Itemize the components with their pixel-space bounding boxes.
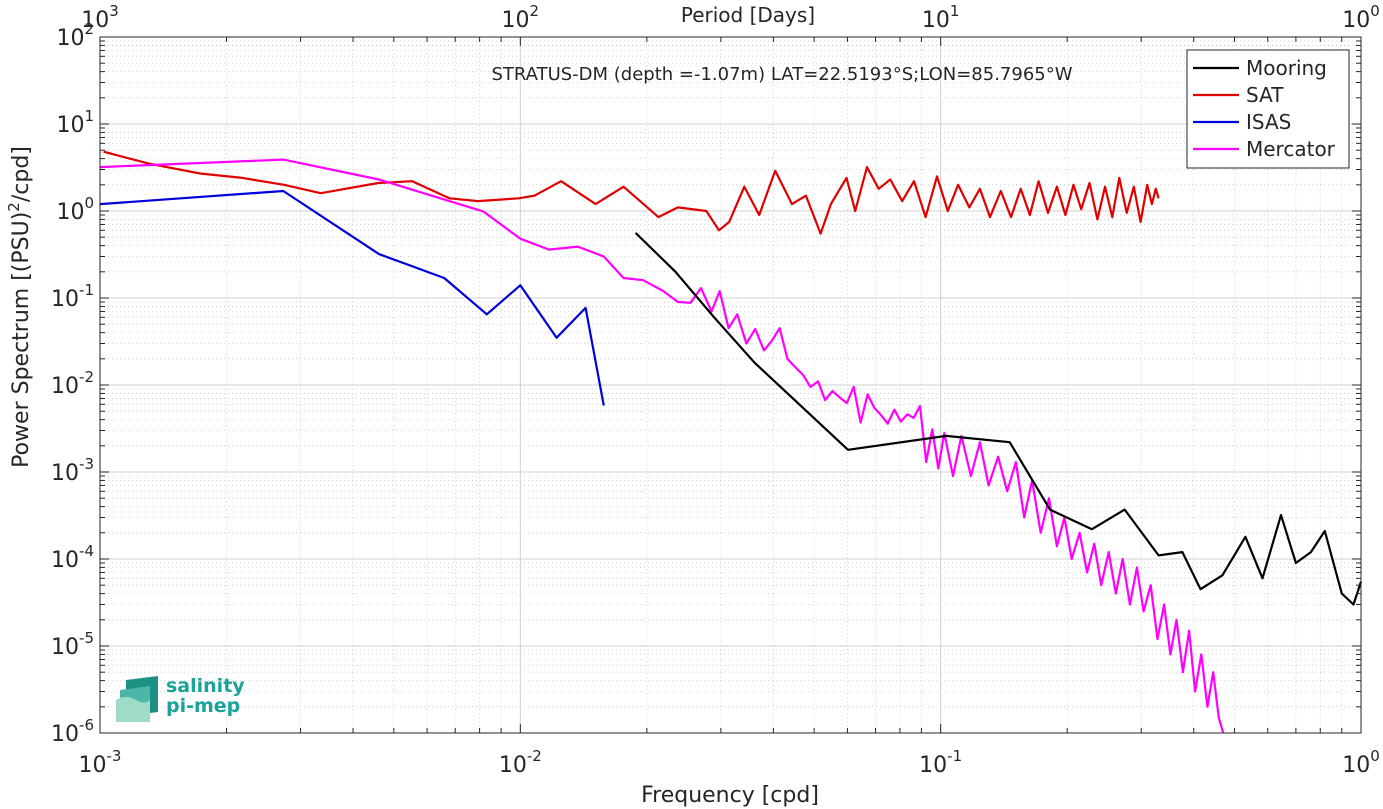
y-tick-label: 10-4 [51, 542, 94, 573]
y-tick-label: 10-6 [51, 716, 94, 747]
logo-text-salinity: salinity [166, 675, 245, 697]
series-lines [99, 150, 1363, 734]
logo-waves-icon [116, 676, 158, 722]
x-tick-label: 100 [1342, 747, 1380, 778]
y-tick-label: 101 [56, 107, 94, 138]
y-axis-label: Power Spectrum [(PSU)2/cpd] [5, 146, 34, 468]
y-axis-label-sup: 2 [5, 202, 23, 212]
top-tick-label: 103 [81, 2, 119, 33]
y-tick-label: 10-2 [51, 368, 94, 399]
top-tick-label: 100 [1342, 2, 1380, 33]
y-axis-label-main: Power Spectrum [(PSU) [9, 212, 34, 468]
series-line-isas [99, 189, 605, 406]
x-tick-label: 10-3 [79, 747, 122, 778]
series-line-sat [103, 150, 1160, 235]
top-tick-label: 102 [502, 2, 540, 33]
x-tick-label: 10-1 [919, 747, 962, 778]
legend: Mooring SAT ISAS Mercator [1186, 49, 1350, 169]
axis-ticks [99, 36, 1362, 734]
series-line-mooring [634, 232, 1363, 606]
y-axis-label-tail: /cpd] [9, 146, 34, 202]
legend-label-isas: ISAS [1246, 110, 1291, 134]
top-axis-label: Period [Days] [681, 3, 815, 27]
x-tick-label: 10-2 [499, 747, 542, 778]
legend-label-sat: SAT [1246, 83, 1284, 107]
salinity-pi-mep-logo: salinity pi-mep [116, 675, 245, 722]
legend-label-mercator: Mercator [1246, 137, 1336, 161]
top-tick-label: 101 [922, 2, 960, 33]
y-tick-label: 102 [56, 20, 94, 51]
x-axis-label: Frequency [cpd] [641, 783, 819, 808]
y-tick-label: 10-1 [51, 281, 94, 312]
legend-label-mooring: Mooring [1246, 56, 1327, 80]
y-tick-label: 100 [56, 194, 94, 225]
chart-title: STRATUS-DM (depth =-1.07m) LAT=22.5193°S… [491, 64, 1072, 85]
y-tick-label: 10-3 [51, 455, 94, 486]
y-tick-label: 10-5 [51, 629, 94, 660]
logo-text-pi-mep: pi-mep [166, 695, 240, 717]
series-line-mercator [99, 158, 1225, 734]
